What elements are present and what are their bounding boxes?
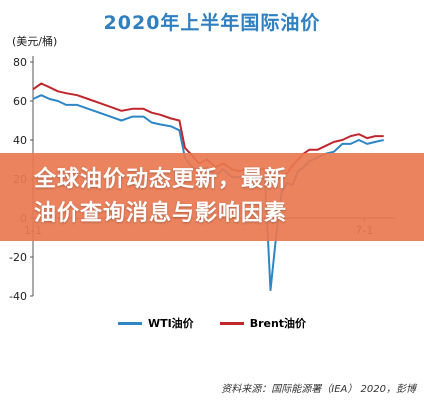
y-tick-label: -40 bbox=[9, 290, 27, 303]
headline-banner: 全球油价动态更新，最新 油价查询消息与影响因素 bbox=[0, 153, 424, 241]
legend-item-brent: Brent油价 bbox=[219, 315, 307, 331]
legend-swatch-wti bbox=[117, 321, 142, 325]
chart-title: 2020年上半年国际油价 bbox=[103, 12, 321, 34]
source-note: 资料来源：国际能源署（IEA） 2020，彭博 bbox=[221, 384, 416, 395]
legend-swatch-brent bbox=[219, 321, 244, 325]
legend-label-brent: Brent油价 bbox=[249, 317, 307, 330]
y-tick-label: 60 bbox=[13, 95, 27, 108]
y-tick-label: 80 bbox=[13, 56, 27, 69]
y-tick-label: -20 bbox=[9, 251, 27, 264]
legend-item-wti: WTI油价 bbox=[117, 315, 194, 331]
y-tick-label: 40 bbox=[13, 134, 27, 147]
legend-label-wti: WTI油价 bbox=[147, 317, 194, 330]
y-axis-unit-label: (美元/桶) bbox=[12, 35, 58, 48]
headline-line-1: 全球油价动态更新，最新 bbox=[34, 167, 288, 192]
headline-line-2: 油价查询消息与影响因素 bbox=[34, 201, 288, 226]
chart-legend: WTI油价 Brent油价 bbox=[0, 315, 424, 331]
